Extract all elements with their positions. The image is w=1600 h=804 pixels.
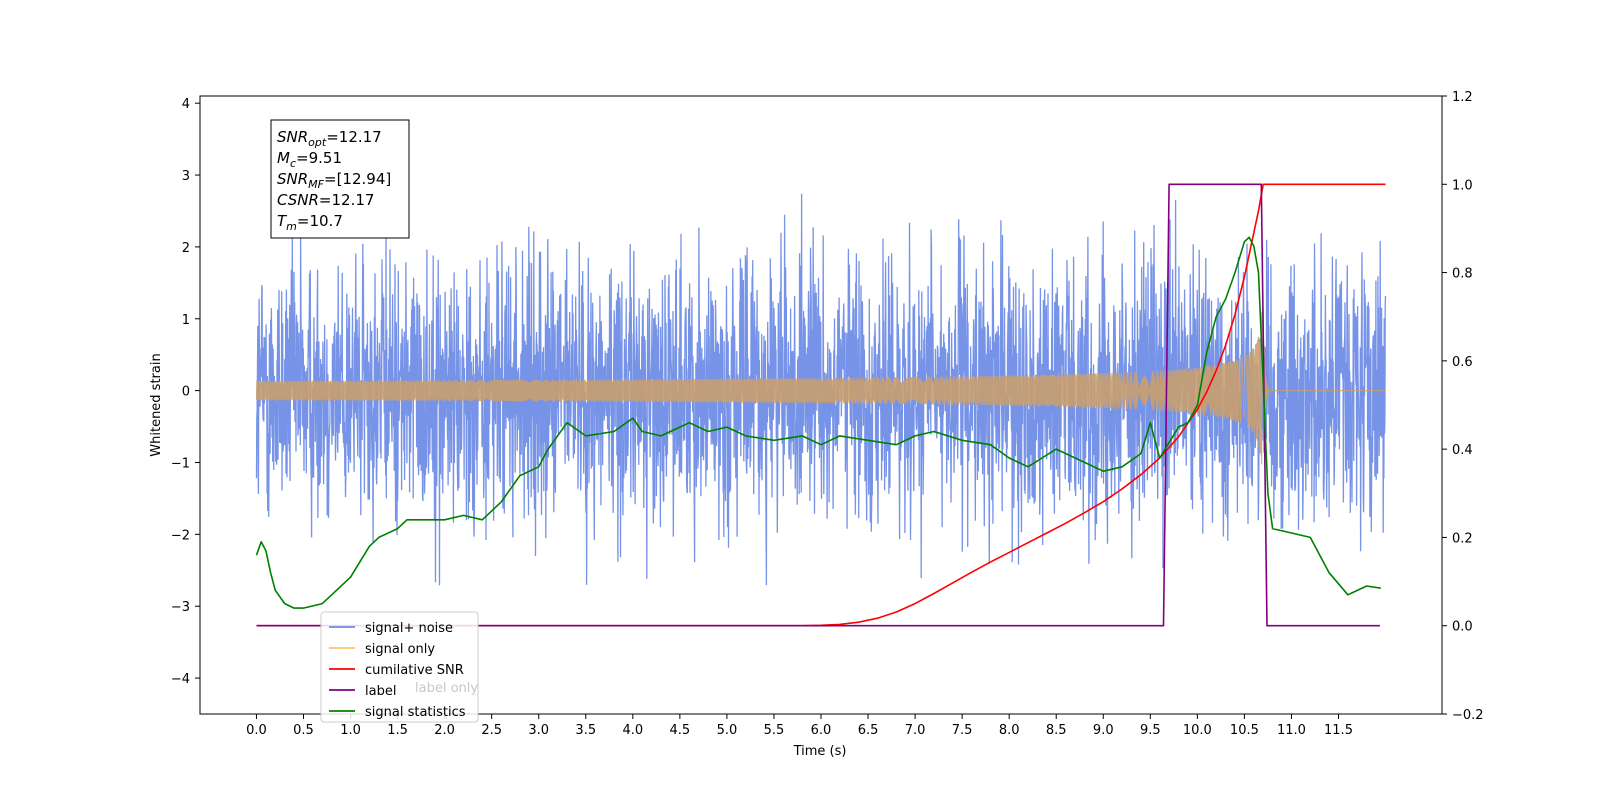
x-tick-label: 2.0	[434, 723, 455, 738]
y-axis-left: 4 3 2 1 0 −1 −2 −3 −4	[171, 97, 200, 687]
y-right-tick-label: 1.0	[1452, 178, 1473, 193]
series-cumulative-snr	[256, 183, 1386, 627]
x-tick-label: 11.5	[1324, 723, 1353, 738]
legend-label: signal only	[365, 642, 435, 657]
x-axis: 0.0 0.5 1.0 1.5 2.0 2.5 3.0 3.5 4.0 4.5 5.0 5.5 6.0 6…	[246, 714, 1353, 738]
y-right-tick-label: 0.2	[1452, 531, 1473, 546]
x-tick-label: 4.5	[670, 723, 691, 738]
plot-area	[255, 183, 1387, 627]
y-left-tick-label: −3	[171, 600, 190, 615]
legend-frame	[320, 611, 479, 723]
y-left-tick-label: −4	[171, 672, 190, 687]
x-tick-label: 9.5	[1140, 723, 1161, 738]
x-tick-label: 1.5	[387, 723, 408, 738]
legend-ghost-text: label only	[415, 681, 478, 696]
info-box-line: CSNR=12.17	[277, 191, 374, 209]
x-tick-label: 5.5	[764, 723, 785, 738]
legend-label: cumilative SNR	[365, 663, 464, 678]
series-signal-statistics	[255, 236, 1381, 609]
y-left-tick-label: 3	[182, 169, 190, 184]
legend-label: signal statistics	[365, 705, 466, 720]
legend-label: label	[365, 684, 396, 699]
info-box-line: Mc=9.51	[277, 149, 342, 170]
x-tick-label: 3.0	[528, 723, 549, 738]
x-tick-label: 0.5	[293, 723, 314, 738]
y-right-tick-label: −0.2	[1452, 708, 1484, 723]
legend: label only signal+ noise signal only cumil…	[320, 611, 479, 723]
x-tick-label: 1.0	[340, 723, 361, 738]
y-left-tick-label: −1	[171, 456, 190, 471]
x-tick-label: 7.0	[905, 723, 926, 738]
x-tick-label: 9.0	[1093, 723, 1114, 738]
y-left-tick-label: 2	[182, 241, 190, 256]
x-tick-label: 7.5	[952, 723, 973, 738]
info-box-frame	[270, 119, 410, 239]
legend-label: signal+ noise	[365, 621, 453, 636]
y-right-tick-label: 1.2	[1452, 90, 1473, 105]
info-box-line: Tm=10.7	[277, 212, 343, 233]
x-tick-label: 6.5	[858, 723, 879, 738]
y-left-tick-label: 4	[182, 97, 190, 112]
x-tick-label: 8.0	[999, 723, 1020, 738]
x-tick-label: 8.5	[1046, 723, 1067, 738]
y-left-tick-label: 1	[182, 313, 190, 328]
y-right-tick-label: 0.6	[1452, 355, 1473, 370]
x-tick-label: 5.0	[717, 723, 738, 738]
y-right-tick-label: 0.8	[1452, 267, 1473, 282]
y-right-tick-label: 0.0	[1452, 620, 1473, 635]
series-label	[256, 183, 1380, 627]
y-axis-left-label: Whitened strain	[149, 353, 164, 456]
x-tick-label: 6.0	[811, 723, 832, 738]
y-axis-right: 1.2 1.0 0.8 0.6 0.4 0.2 0.0 −0.2	[1442, 90, 1484, 723]
x-tick-label: 11.0	[1277, 723, 1306, 738]
info-box: SNRopt=12.17Mc=9.51SNRMF=[12.94]CSNR=12.…	[270, 119, 410, 239]
x-tick-label: 2.5	[481, 723, 502, 738]
info-box-line: SNRopt=12.17	[277, 128, 382, 149]
y-left-tick-label: −2	[171, 528, 190, 543]
x-axis-label: Time (s)	[793, 744, 847, 759]
x-tick-label: 4.0	[622, 723, 643, 738]
x-tick-label: 3.5	[575, 723, 596, 738]
series-signal-only	[256, 308, 1386, 465]
y-right-tick-label: 0.4	[1452, 443, 1473, 458]
info-box-line: SNRMF=[12.94]	[277, 170, 391, 191]
x-tick-label: 10.0	[1183, 723, 1212, 738]
y-left-tick-label: 0	[182, 385, 190, 400]
x-tick-label: 10.5	[1230, 723, 1259, 738]
x-tick-label: 0.0	[246, 723, 267, 738]
